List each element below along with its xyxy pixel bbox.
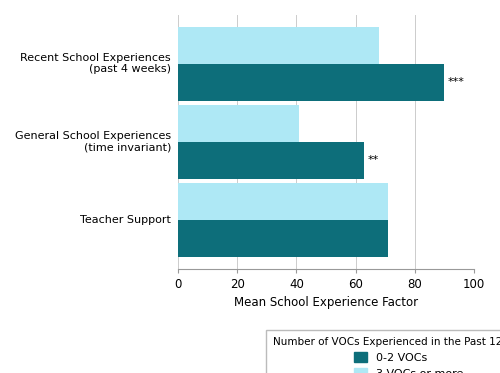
Bar xyxy=(178,105,300,142)
Bar xyxy=(178,142,364,179)
Bar xyxy=(178,220,388,257)
Text: ***: *** xyxy=(448,77,464,87)
Bar xyxy=(178,26,379,64)
Text: **: ** xyxy=(368,155,378,165)
X-axis label: Mean School Experience Factor: Mean School Experience Factor xyxy=(234,296,418,309)
Bar xyxy=(178,183,388,220)
Legend: 0-2 VOCs, 3 VOCs or more: 0-2 VOCs, 3 VOCs or more xyxy=(266,330,500,373)
Bar xyxy=(178,64,444,101)
